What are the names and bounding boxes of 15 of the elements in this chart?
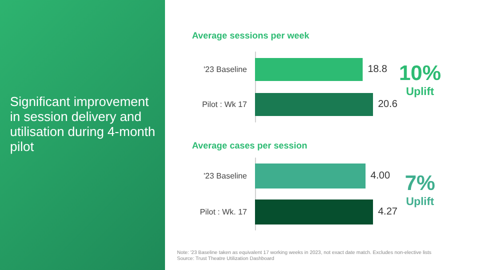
data-label: 4.00	[370, 170, 390, 182]
text: Uplift	[406, 196, 434, 208]
y-tick-label: '23 Baseline	[204, 65, 248, 74]
y-tick-label: Pilot : Wk 17	[202, 100, 248, 109]
text: 10%	[398, 62, 442, 85]
chart-title: Average cases per session	[192, 140, 308, 150]
text: Uplift	[404, 86, 436, 99]
data-label: 18.8	[368, 64, 388, 75]
text: Significant improvement in session delivery and utilisation during 4-month pilot	[10, 94, 156, 154]
y-tick-label: '23 Baseline	[204, 172, 248, 180]
y-tick-label: Pilot : Wk. 17	[200, 208, 248, 216]
chart-title: Average sessions per week	[192, 30, 310, 40]
data-label: 20.6	[378, 99, 398, 110]
data-label: 4.27	[378, 206, 398, 218]
text: 7%	[404, 172, 436, 195]
